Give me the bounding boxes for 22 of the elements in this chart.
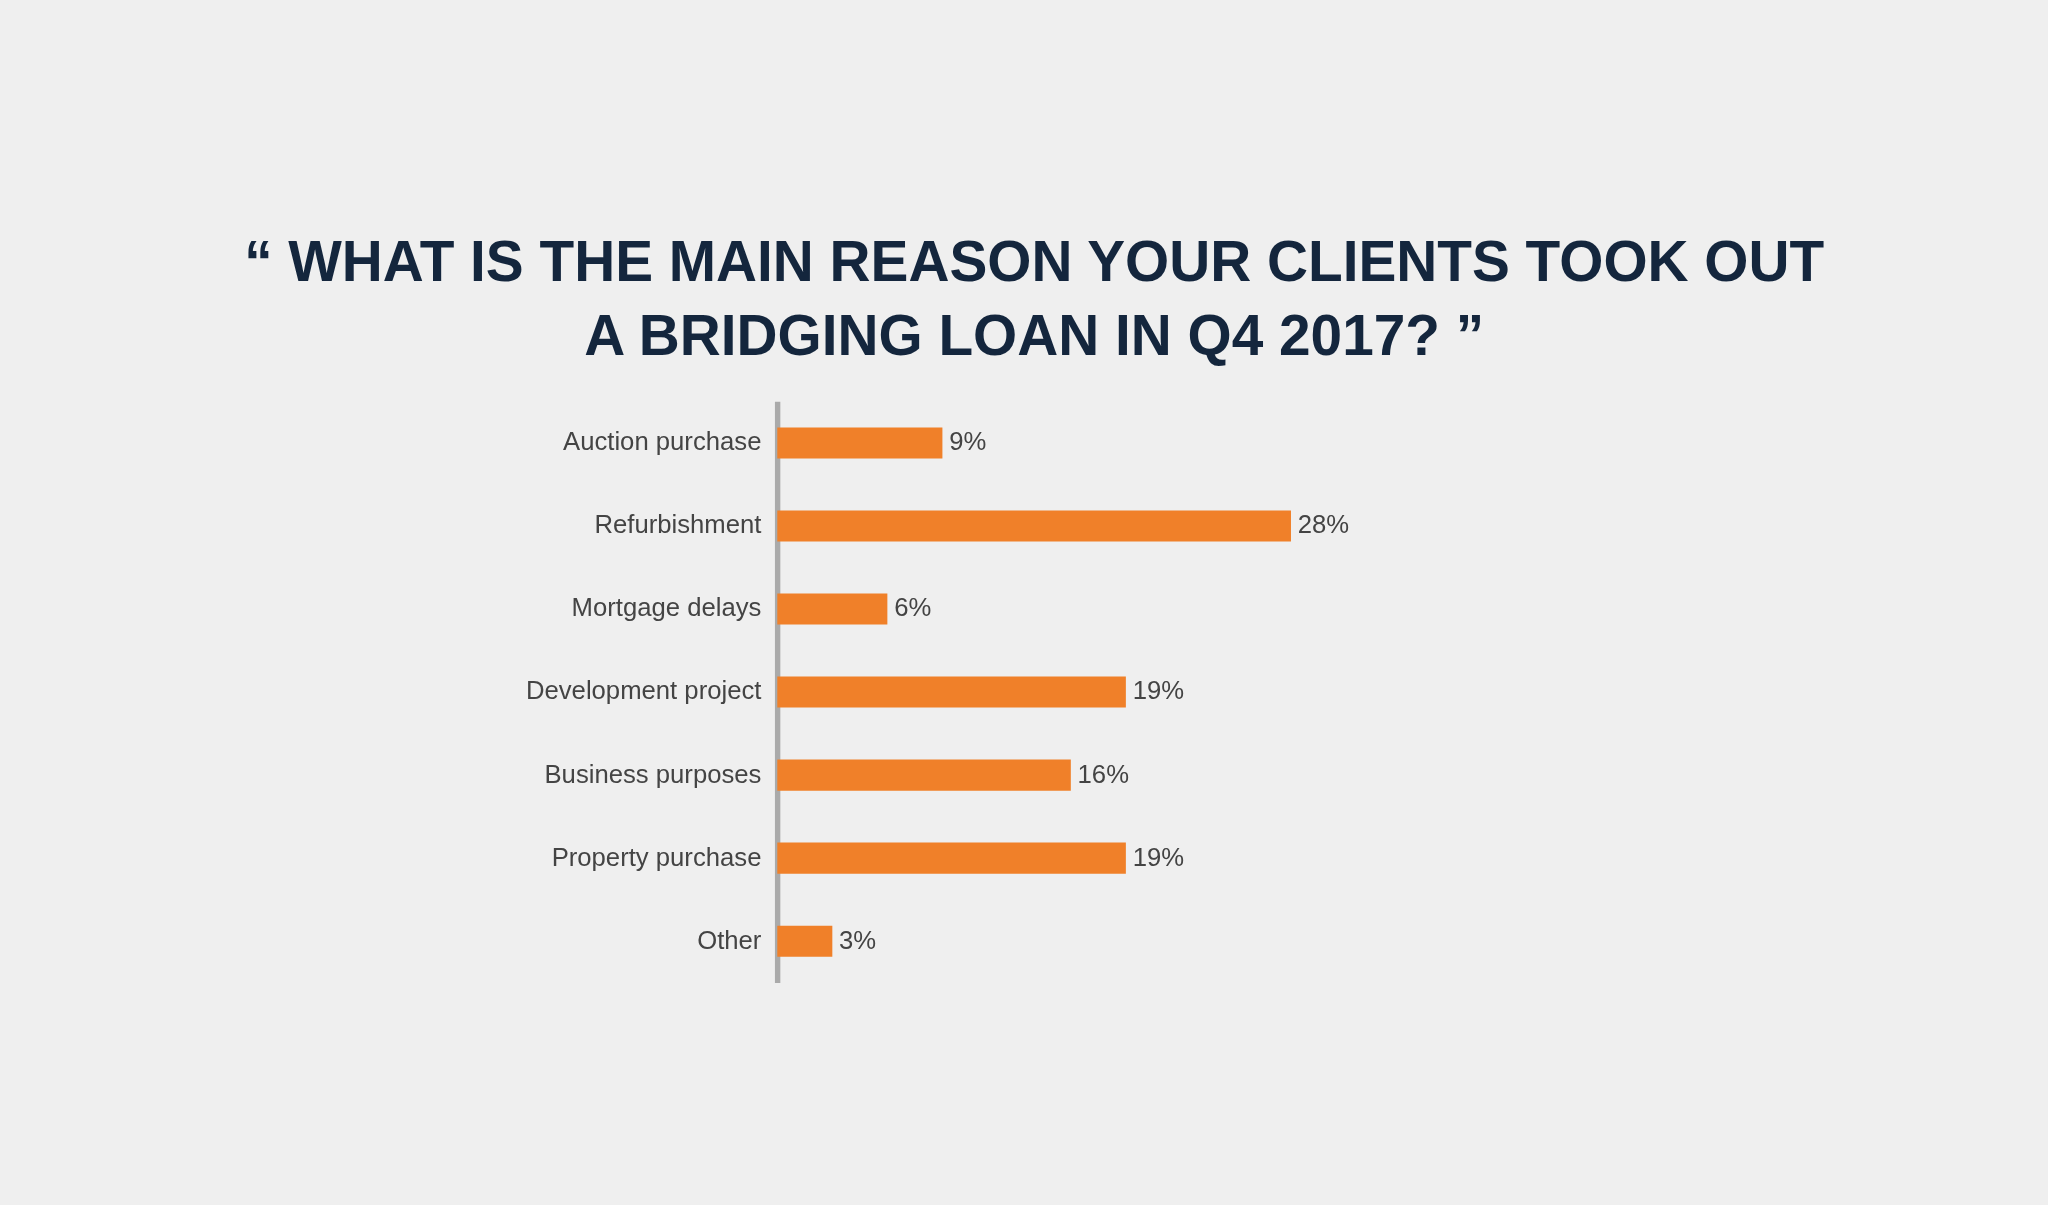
y-tick-label: Development project [525,676,762,705]
y-tick-label: Business purposes [544,759,762,788]
bar [777,842,1126,874]
chart-title: “ WHAT IS THE MAIN REASON YOUR CLIENTS TOOK OUT A BRIDGING LOAN IN Q4 2017? ” [244,230,1825,368]
bar [777,759,1071,791]
y-tick-label: Property purchase [551,842,762,871]
data-label: 19% [1132,842,1185,871]
data-label: 19% [1132,676,1185,705]
y-tick-label: Auction purchase [563,427,762,456]
bar [777,510,1291,542]
data-label: 9% [949,427,987,456]
y-tick-label: Mortgage delays [571,593,762,622]
bar [777,427,943,459]
bar [777,676,1126,708]
data-label: 28% [1297,510,1350,539]
y-tick-label: Other [697,925,762,954]
bar [777,925,833,957]
bar [777,593,888,625]
y-tick-label: Refurbishment [594,510,762,539]
data-label: 6% [894,593,932,622]
data-label: 16% [1077,759,1129,788]
data-label: 3% [839,925,877,954]
